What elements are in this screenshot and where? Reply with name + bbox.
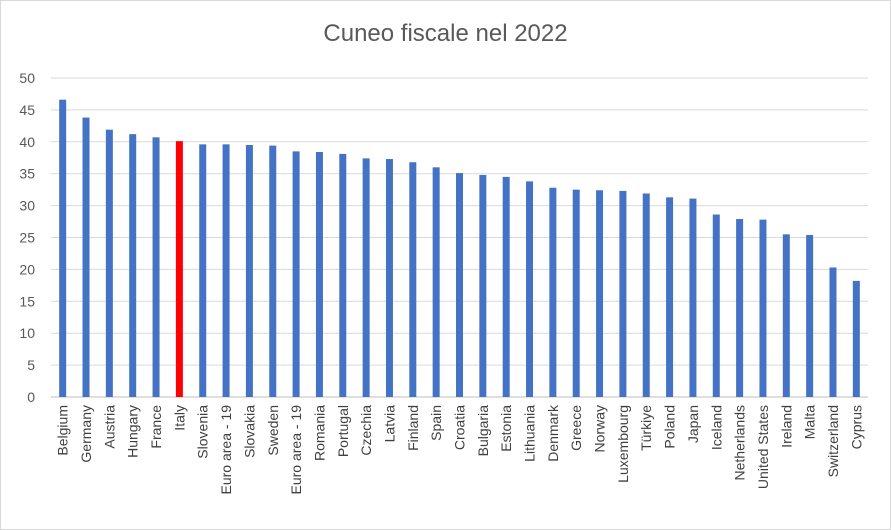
bar [175, 141, 183, 397]
bar [666, 197, 674, 397]
bar [339, 153, 347, 397]
x-category-label: Iceland [708, 405, 724, 450]
x-category-label: Luxembourg [615, 405, 631, 483]
bar [152, 137, 160, 398]
x-category-label: Germany [78, 405, 94, 463]
x-category-label: United States [755, 405, 771, 489]
x-category-label: Cyprus [848, 405, 864, 449]
x-category-label: Malta [802, 405, 818, 439]
bar [806, 234, 814, 397]
bar [269, 145, 277, 397]
y-tick-label: 0 [27, 389, 35, 405]
bar [619, 190, 627, 397]
y-tick-label: 30 [19, 198, 35, 214]
y-tick-label: 45 [19, 102, 35, 118]
x-category-label: Türkiye [638, 405, 654, 451]
y-tick-label: 10 [19, 325, 35, 341]
bar [409, 162, 417, 397]
bar [782, 234, 790, 397]
y-tick-label: 15 [19, 293, 35, 309]
x-category-label: Lithuania [522, 405, 538, 462]
x-category-label: Finland [405, 405, 421, 451]
x-category-label: Bulgaria [475, 405, 491, 457]
bar [526, 181, 534, 397]
x-category-label: Slovakia [241, 405, 257, 458]
bar [549, 187, 557, 397]
y-tick-label: 35 [19, 166, 35, 182]
bar [829, 267, 837, 397]
bar [385, 159, 393, 397]
x-category-label: Belgium [55, 405, 71, 456]
x-category-label: Switzerland [825, 405, 841, 477]
bar [222, 144, 230, 397]
x-category-label: Norway [592, 405, 608, 452]
bar [199, 144, 207, 397]
chart-title: Cuneo fiscale nel 2022 [323, 20, 568, 47]
bar [736, 218, 744, 397]
x-category-label: Latvia [381, 405, 397, 443]
bar [129, 134, 137, 398]
bar [82, 117, 90, 397]
x-category-label: Croatia [452, 405, 468, 450]
bar [479, 174, 487, 397]
x-category-label: Italy [171, 405, 187, 431]
bar [642, 193, 650, 397]
x-category-label: Spain [428, 405, 444, 441]
x-category-label: Denmark [545, 404, 561, 462]
x-category-label: Greece [568, 405, 584, 451]
bar [59, 99, 67, 397]
x-category-label: Estonia [498, 405, 514, 452]
x-category-label: Euro area - 19 [288, 405, 304, 495]
x-category-label: Netherlands [732, 405, 748, 481]
x-category-label: Ireland [778, 405, 794, 448]
x-category-label: France [148, 405, 164, 449]
x-category-label: Austria [101, 405, 117, 449]
bar [852, 280, 860, 397]
bar [105, 129, 113, 398]
x-category-label: Japan [685, 405, 701, 443]
bar [245, 144, 253, 397]
y-tick-label: 25 [19, 230, 35, 246]
bar [456, 173, 463, 397]
bar [292, 151, 300, 397]
x-category-label: Euro area - 19 [218, 405, 234, 495]
y-tick-label: 20 [19, 261, 35, 277]
x-category-label: Czechia [358, 405, 374, 456]
x-category-label: Romania [311, 405, 327, 461]
x-category-label: Hungary [125, 405, 141, 458]
x-category-label: Poland [662, 405, 678, 449]
y-tick-label: 50 [19, 70, 35, 86]
x-category-label: Slovenia [195, 405, 211, 459]
x-category-label: Portugal [335, 405, 351, 457]
bar [315, 152, 323, 397]
x-category-label: Sweden [265, 405, 281, 456]
bar [596, 190, 604, 397]
bar [759, 219, 767, 397]
y-tick-label: 40 [19, 134, 35, 150]
bar [572, 189, 580, 397]
bar [689, 198, 697, 397]
bar [362, 158, 370, 397]
y-tick-label: 5 [27, 357, 35, 373]
bar [432, 167, 440, 397]
bar [502, 176, 510, 397]
bar [712, 214, 720, 397]
